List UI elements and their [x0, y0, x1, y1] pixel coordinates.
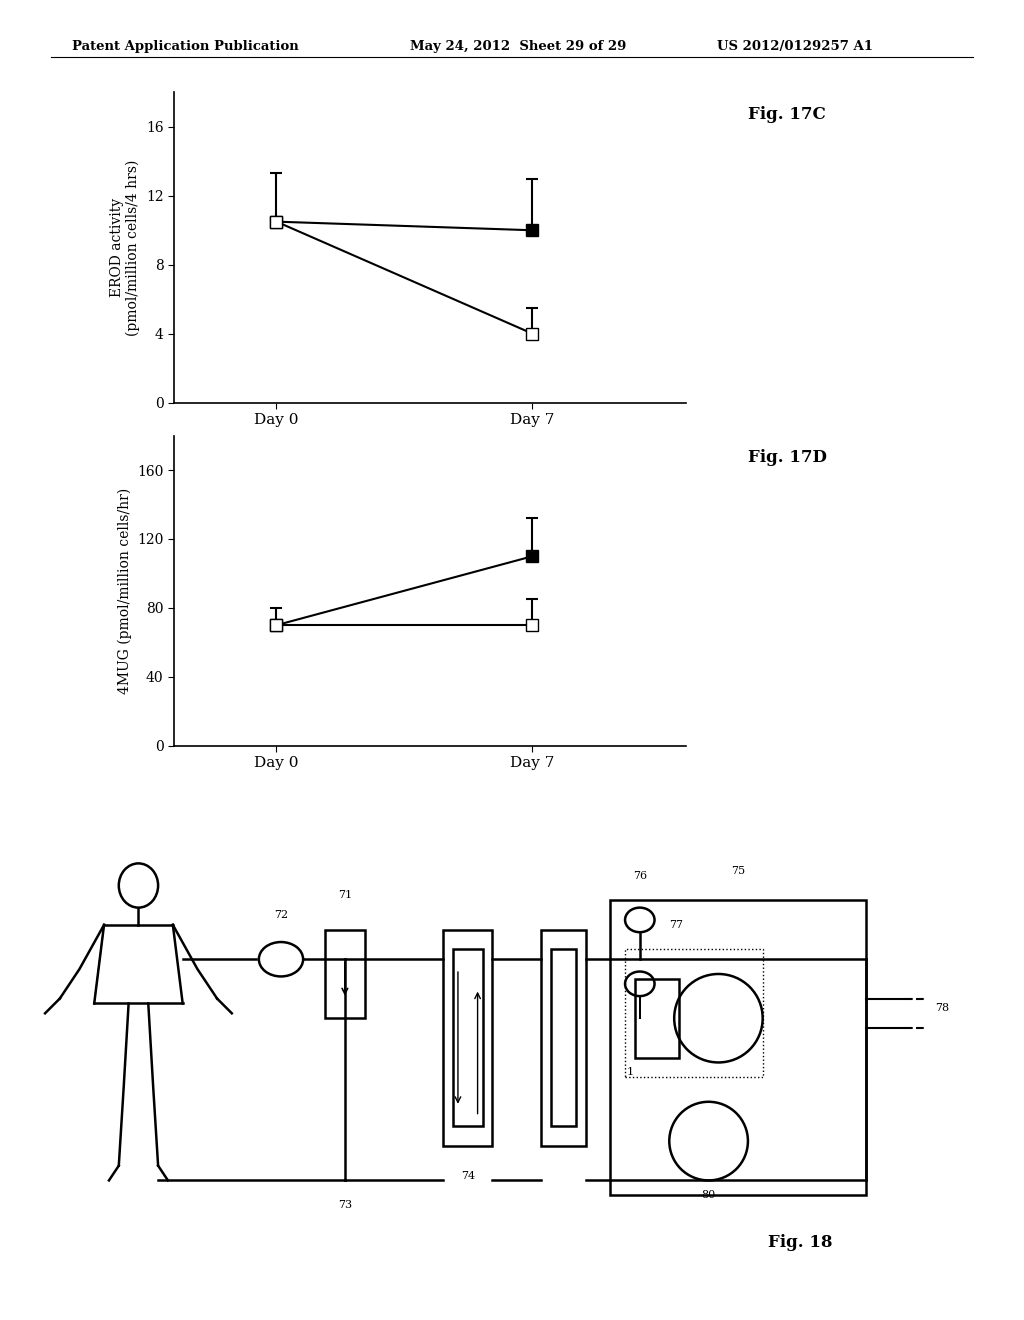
Text: 72: 72 — [274, 909, 288, 920]
Bar — [625, 949, 763, 1077]
Text: 71: 71 — [338, 890, 352, 900]
Text: 78: 78 — [935, 1003, 949, 1014]
Text: May 24, 2012  Sheet 29 of 29: May 24, 2012 Sheet 29 of 29 — [410, 40, 626, 53]
Text: US 2012/0129257 A1: US 2012/0129257 A1 — [717, 40, 872, 53]
Text: 1: 1 — [627, 1068, 634, 1077]
Bar — [551, 949, 575, 1126]
Text: 75: 75 — [731, 866, 745, 875]
Text: 80: 80 — [701, 1191, 716, 1200]
Text: 76: 76 — [633, 871, 647, 880]
Y-axis label: 4MUG (pmol/million cells/hr): 4MUG (pmol/million cells/hr) — [118, 487, 132, 694]
Bar — [443, 929, 493, 1146]
Text: Patent Application Publication: Patent Application Publication — [72, 40, 298, 53]
Text: Fig. 17D: Fig. 17D — [748, 449, 826, 466]
Text: Fig. 18: Fig. 18 — [768, 1234, 833, 1251]
Bar — [326, 929, 365, 1018]
Bar — [542, 929, 586, 1146]
Bar — [453, 949, 482, 1126]
Bar — [635, 979, 679, 1057]
Text: Fig. 17C: Fig. 17C — [748, 106, 825, 123]
Text: 74: 74 — [461, 1171, 475, 1180]
Text: 73: 73 — [338, 1200, 352, 1210]
Y-axis label: EROD activity
(pmol/million cells/4 hrs): EROD activity (pmol/million cells/4 hrs) — [110, 160, 140, 335]
Bar — [610, 900, 866, 1195]
Text: 77: 77 — [670, 920, 683, 929]
